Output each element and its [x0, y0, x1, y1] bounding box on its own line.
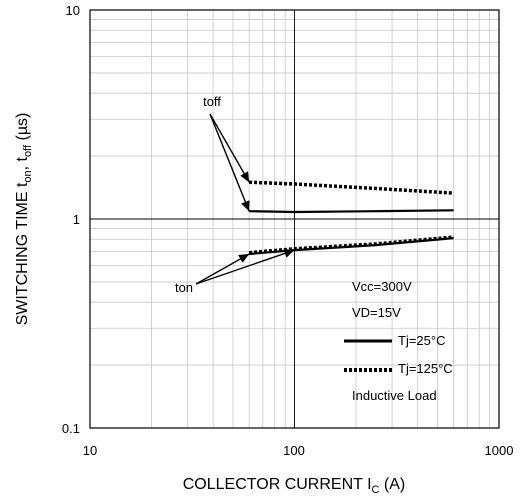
annotation-arrow-head	[238, 254, 250, 263]
major-grid	[90, 10, 499, 428]
y-axis-label: SWITCHING TIME ton, toff (µs)	[14, 113, 34, 326]
y-tick-label: 0.1	[62, 421, 80, 436]
annotation-arrow-head	[283, 249, 295, 258]
toff-series-line	[249, 209, 454, 214]
y-tick-label: 1	[73, 212, 80, 227]
series-layer	[248, 180, 454, 256]
annotation-arrow-line	[195, 253, 250, 285]
annotation-arrow-line	[209, 113, 250, 212]
annotation-arrow-head	[240, 171, 250, 183]
x-tick-label: 100	[283, 443, 305, 458]
annotation-label-toff: toff	[203, 94, 221, 109]
annotation-label-ton: ton	[175, 280, 193, 295]
annotation-arrow-line	[209, 113, 250, 183]
annotation-layer: toff ton	[175, 94, 295, 295]
legend-condition-vcc: Vcc=300V	[352, 279, 412, 294]
x-tick-label: 10	[83, 443, 97, 458]
ton-series-line	[248, 235, 454, 255]
x-tick-label: 1000	[485, 443, 514, 458]
legend-footer: Inductive Load	[352, 388, 437, 403]
x-axis-label: COLLECTOR CURRENT IC (A)	[183, 476, 406, 496]
annotation-arrow-line	[195, 249, 295, 285]
annotation-arrow-head	[241, 200, 250, 212]
plot-area-frame	[89, 9, 500, 429]
legend-entry-label: Tj=125°C	[398, 361, 453, 376]
y-tick-label: 10	[66, 3, 80, 18]
legend-entry-label: Tj=25°C	[398, 333, 445, 348]
legend: Vcc=300V VD=15V Tj=25°C Tj=125°C Inducti…	[344, 279, 453, 403]
legend-condition-vd: VD=15V	[352, 305, 401, 320]
toff-series-line	[249, 180, 454, 195]
